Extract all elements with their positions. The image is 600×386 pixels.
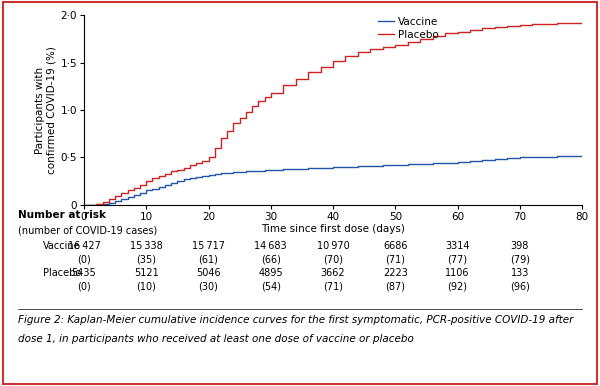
Text: 2223: 2223 — [383, 268, 407, 278]
Text: 3314: 3314 — [445, 241, 470, 251]
Legend: Vaccine, Placebo: Vaccine, Placebo — [378, 17, 439, 40]
Text: (79): (79) — [510, 255, 530, 265]
Text: 15 717: 15 717 — [192, 241, 225, 251]
Text: (77): (77) — [448, 255, 467, 265]
Text: 14 683: 14 683 — [254, 241, 287, 251]
Vaccine — [342, 164, 349, 169]
Vaccine — [280, 167, 287, 171]
Line: Placebo: Placebo — [84, 23, 582, 205]
Vaccine — [317, 165, 324, 170]
Placebo — [554, 21, 561, 25]
Placebo — [80, 202, 88, 207]
Text: 1106: 1106 — [445, 268, 470, 278]
Text: Number at risk: Number at risk — [18, 210, 106, 220]
Vaccine — [80, 202, 88, 207]
Text: dose 1, in participants who received at least one dose of vaccine or placebo: dose 1, in participants who received at … — [18, 334, 414, 344]
Text: (30): (30) — [199, 282, 218, 292]
Placebo — [86, 202, 94, 207]
Text: (96): (96) — [510, 282, 530, 292]
Text: (0): (0) — [77, 282, 91, 292]
Placebo — [317, 64, 324, 69]
Text: 4895: 4895 — [259, 268, 283, 278]
Placebo — [342, 54, 349, 58]
Text: 5435: 5435 — [71, 268, 97, 278]
Text: 133: 133 — [511, 268, 529, 278]
Text: (number of COVID-19 cases): (number of COVID-19 cases) — [18, 226, 157, 236]
Text: 398: 398 — [511, 241, 529, 251]
Text: 6686: 6686 — [383, 241, 407, 251]
Text: (66): (66) — [261, 255, 281, 265]
Vaccine — [86, 202, 94, 207]
Text: Vaccine: Vaccine — [43, 241, 81, 251]
Vaccine — [416, 162, 424, 166]
Text: (54): (54) — [261, 282, 281, 292]
Placebo — [578, 21, 586, 25]
X-axis label: Time since first dose (days): Time since first dose (days) — [261, 224, 405, 234]
Vaccine — [205, 173, 212, 178]
Text: (10): (10) — [136, 282, 156, 292]
Text: 16 427: 16 427 — [68, 241, 100, 251]
Text: (71): (71) — [323, 282, 343, 292]
Text: 15 338: 15 338 — [130, 241, 163, 251]
Text: (87): (87) — [385, 282, 405, 292]
Text: (92): (92) — [448, 282, 467, 292]
Placebo — [416, 37, 424, 41]
Text: (0): (0) — [77, 255, 91, 265]
Text: 3662: 3662 — [320, 268, 346, 278]
Text: (35): (35) — [136, 255, 156, 265]
Text: Figure 2: Kaplan-Meier cumulative incidence curves for the first symptomatic, PC: Figure 2: Kaplan-Meier cumulative incide… — [18, 315, 574, 325]
Placebo — [280, 83, 287, 88]
Text: 5121: 5121 — [134, 268, 158, 278]
Text: (70): (70) — [323, 255, 343, 265]
Text: (61): (61) — [199, 255, 218, 265]
Text: (71): (71) — [385, 255, 405, 265]
Text: 10 970: 10 970 — [317, 241, 349, 251]
Line: Vaccine: Vaccine — [84, 156, 582, 205]
Text: 5046: 5046 — [196, 268, 221, 278]
Placebo — [205, 155, 212, 160]
Vaccine — [578, 154, 586, 158]
Text: Placebo: Placebo — [43, 268, 81, 278]
Y-axis label: Participants with
confirmed COVID-19 (%): Participants with confirmed COVID-19 (%) — [35, 46, 56, 174]
